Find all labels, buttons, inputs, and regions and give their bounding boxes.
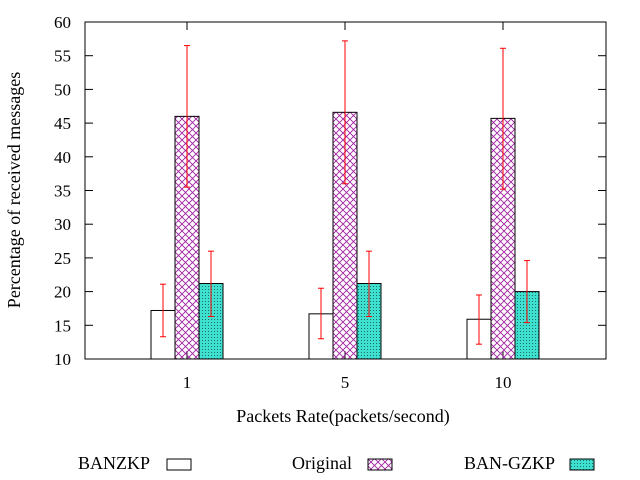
y-tick-label-60: 60: [54, 13, 71, 32]
y-tick-label-15: 15: [54, 316, 71, 335]
y-tick-label-55: 55: [54, 47, 71, 66]
y-axis-title: Percentage of received messages: [4, 72, 24, 308]
legend-label-banzkp: BANZKP: [78, 453, 150, 473]
y-tick-label-25: 25: [54, 249, 71, 268]
y-tick-label-30: 30: [54, 215, 71, 234]
legend-swatch-banzkp: [166, 458, 192, 471]
x-tick-label-1: 1: [183, 373, 192, 392]
y-tick-label-40: 40: [54, 148, 71, 167]
legend-swatch-original: [367, 458, 393, 471]
y-tick-label-10: 10: [54, 350, 71, 369]
y-tick-label-20: 20: [54, 283, 71, 302]
legend-swatch-ban-gzkp: [569, 458, 595, 471]
legend-label-original: Original: [292, 453, 352, 473]
x-tick-label-10: 10: [495, 373, 512, 392]
bar-original-5: [332, 111, 358, 360]
x-axis-title: Packets Rate(packets/second): [236, 406, 449, 427]
y-tick-label-50: 50: [54, 80, 71, 99]
y-tick-label-45: 45: [54, 114, 71, 133]
legend-label-ban-gzkp: BAN-GZKP: [464, 453, 555, 473]
x-tick-label-5: 5: [341, 373, 350, 392]
y-tick-label-35: 35: [54, 182, 71, 201]
legend: BANZKP Original BAN-GZKP: [78, 453, 595, 473]
